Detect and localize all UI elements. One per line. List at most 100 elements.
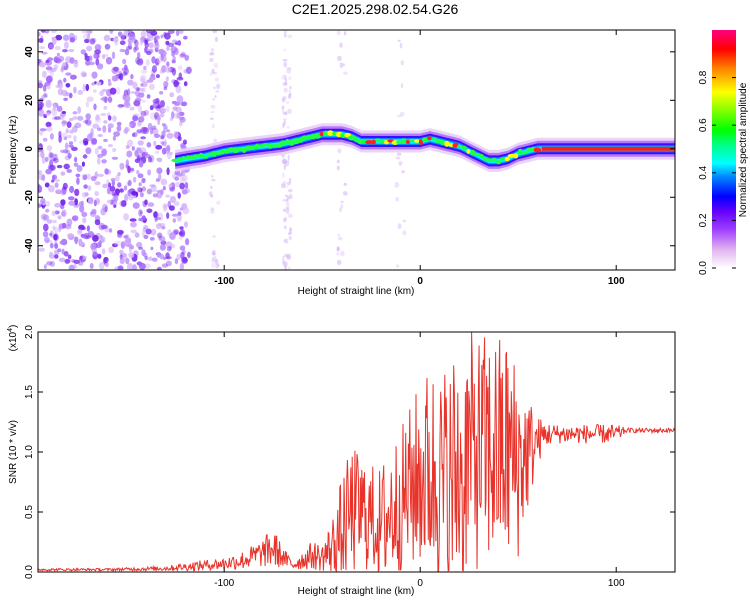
noise-speckle — [177, 40, 182, 46]
streak-speckle — [343, 31, 347, 36]
noise-speckle — [123, 238, 130, 247]
noise-speckle — [45, 99, 52, 108]
noise-speckle — [132, 132, 138, 138]
streak-speckle — [287, 213, 293, 218]
noise-speckle — [128, 243, 133, 250]
noise-speckle — [96, 198, 100, 204]
noise-speckle — [139, 39, 144, 46]
noise-speckle — [171, 67, 177, 76]
noise-speckle — [125, 238, 131, 244]
noise-speckle — [175, 85, 182, 94]
noise-speckle — [49, 133, 54, 140]
streak-speckle — [211, 258, 215, 263]
noise-speckle — [112, 135, 116, 141]
noise-speckle — [119, 200, 126, 207]
noise-speckle — [149, 237, 155, 241]
x-tick-label: -100 — [214, 276, 234, 287]
streak-speckle — [210, 207, 215, 211]
noise-speckle — [134, 46, 139, 51]
streak-speckle — [340, 200, 344, 204]
streak-speckle — [210, 110, 215, 114]
noise-speckle — [165, 194, 171, 198]
noise-speckle — [117, 265, 124, 270]
snr-multiplier: (x104) — [7, 325, 19, 352]
noise-speckle — [83, 174, 88, 181]
ridge-peak — [504, 156, 510, 162]
noise-speckle — [85, 101, 90, 108]
noise-speckle — [165, 260, 172, 267]
y-tick-label: 20 — [24, 94, 35, 106]
noise-speckle — [112, 147, 117, 153]
noise-speckle — [75, 173, 81, 178]
noise-speckle — [54, 254, 59, 259]
noise-speckle — [61, 222, 67, 229]
noise-speckle — [108, 127, 112, 133]
ridge-peak — [262, 143, 270, 147]
noise-speckle — [69, 129, 74, 134]
noise-speckle — [124, 193, 129, 202]
streak-speckle — [211, 97, 216, 101]
noise-speckle — [123, 94, 131, 103]
noise-speckle — [49, 164, 56, 171]
noise-speckle — [54, 243, 59, 249]
ridge-peak — [177, 157, 182, 163]
streak-speckle — [285, 201, 290, 208]
noise-speckle — [67, 134, 72, 139]
noise-speckle — [62, 34, 70, 41]
ridge-peak — [185, 155, 191, 160]
noise-speckle — [179, 121, 183, 127]
streak-speckle — [283, 118, 287, 121]
noise-speckle — [103, 105, 108, 110]
colorbar: 0.0 0.2 0.4 0.6 0.8 Normalized spectral ampl… — [698, 30, 749, 275]
noise-speckle — [51, 108, 58, 116]
noise-speckle — [114, 266, 121, 270]
noise-speckle — [119, 40, 126, 46]
colorbar-tick-label: 0.0 — [698, 261, 709, 275]
noise-speckle — [81, 255, 88, 260]
noise-speckle — [61, 120, 68, 125]
noise-speckle — [104, 168, 109, 175]
spectrogram-ridge — [171, 123, 675, 172]
streak-speckle — [210, 185, 213, 190]
noise-speckle — [46, 145, 53, 152]
ridge-peak — [249, 145, 257, 149]
noise-speckle — [180, 51, 186, 57]
noise-speckle — [93, 52, 98, 59]
noise-speckle — [137, 104, 143, 113]
noise-speckle — [184, 182, 189, 189]
noise-speckle — [171, 213, 179, 217]
noise-speckle — [132, 264, 137, 270]
noise-speckle — [45, 59, 50, 64]
streak-speckle — [212, 124, 215, 129]
snr-multiplier-exp: 4 — [7, 328, 14, 332]
streak-speckle — [395, 156, 401, 160]
noise-speckle — [119, 188, 124, 193]
noise-speckle — [152, 211, 159, 219]
streak-speckle — [289, 227, 293, 232]
noise-speckle — [137, 173, 144, 179]
noise-speckle — [41, 174, 46, 182]
noise-speckle — [62, 62, 66, 67]
ridge-peak — [495, 160, 502, 165]
ridge-peak — [427, 136, 432, 141]
streak-speckle — [209, 51, 215, 56]
noise-speckle — [62, 149, 69, 154]
ridge-peak — [202, 155, 209, 159]
noise-speckle — [100, 236, 106, 243]
chart-title: C2E1.2025.298.02.54.G26 — [292, 1, 459, 17]
noise-speckle — [151, 125, 157, 130]
streak-speckle — [209, 117, 214, 120]
noise-speckle — [151, 65, 158, 73]
noise-speckle — [66, 169, 72, 173]
noise-speckle — [160, 34, 164, 39]
noise-speckle — [38, 38, 44, 43]
streak-speckle — [280, 183, 286, 189]
noise-speckle — [132, 115, 139, 122]
noise-speckle — [109, 185, 116, 192]
noise-speckle — [171, 39, 178, 43]
noise-speckle — [44, 156, 49, 163]
noise-speckle — [132, 132, 136, 137]
noise-speckle — [74, 188, 80, 197]
streak-speckle — [284, 264, 287, 270]
ridge-peak — [513, 153, 519, 159]
